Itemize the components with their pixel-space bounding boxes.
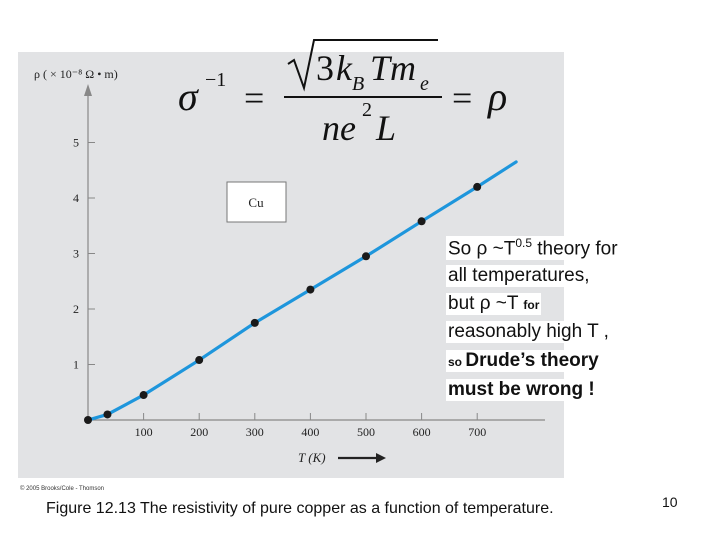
eq-num-m: m: [390, 48, 416, 88]
note-line-6: must be wrong !: [446, 379, 597, 401]
note-line-2: all temperatures,: [446, 265, 592, 287]
eq-num-T: T: [370, 48, 393, 88]
note-line-5: so Drude’s theory: [446, 350, 601, 372]
data-point-7: [417, 217, 426, 226]
legend-box: [226, 181, 287, 223]
series-line-cu: [86, 160, 518, 422]
page-number: 10: [662, 494, 678, 510]
x-tick-label-500: 500: [357, 425, 375, 439]
y-tick-label-2: 2: [73, 302, 79, 316]
data-point-1: [103, 410, 112, 419]
y-axis-arrow: [84, 84, 92, 96]
eq-num-k-sub: B: [352, 73, 364, 95]
eq-den-L: L: [375, 108, 396, 148]
data-point-0: [84, 416, 92, 424]
x-tick-label-300: 300: [246, 425, 264, 439]
eq-num-m-sub: e: [420, 73, 429, 95]
x-tick-label-400: 400: [301, 425, 319, 439]
note-line-3: but ρ ~T for: [446, 293, 542, 315]
note-3a: but ρ ~T: [448, 293, 524, 314]
note-1-sup: 0.5: [515, 236, 532, 250]
eq-equals-1: =: [244, 78, 264, 118]
x-tick-label-700: 700: [468, 425, 486, 439]
eq-sigma: σ: [178, 74, 199, 119]
eq-den-ne: ne: [322, 108, 356, 148]
y-tick-label-4: 4: [73, 191, 79, 205]
copyright-text: © 2005 Brooks/Cole - Thomson: [20, 486, 105, 492]
x-tick-label-100: 100: [135, 425, 153, 439]
note-5-bold: Drude’s theory: [465, 350, 599, 371]
data-point-4: [250, 318, 259, 327]
sqrt-sign: [287, 39, 438, 92]
data-point-3: [195, 356, 204, 365]
eq-rho: ρ: [486, 74, 507, 119]
drude-equation: σ −1 = 3 k B T m e ne 2 L = ρ: [178, 39, 507, 148]
note-line-4: reasonably high T ,: [446, 321, 611, 343]
note-1b: theory for: [532, 238, 618, 260]
note-1a: So ρ ~T: [448, 238, 516, 260]
data-point-8: [473, 182, 482, 191]
x-tick-label-600: 600: [413, 425, 431, 439]
data-point-6: [362, 252, 370, 261]
data-point-2: [139, 391, 148, 400]
y-axis-label: ρ ( × 10⁻⁸ Ω • m): [34, 67, 118, 81]
eq-den-exp: 2: [362, 99, 372, 121]
note-3-small: for: [523, 298, 540, 312]
eq-sigma-exp: −1: [205, 69, 226, 91]
y-tick-label-1: 1: [73, 358, 79, 372]
note-5-small: so: [448, 355, 466, 369]
y-tick-label-3: 3: [73, 247, 79, 261]
x-axis-label-arrow-head: [376, 453, 386, 463]
legend-label-cu: Cu: [248, 195, 264, 210]
x-tick-label-200: 200: [190, 425, 208, 439]
eq-num-k: k: [336, 48, 353, 88]
eq-equals-2: =: [452, 78, 472, 118]
eq-num-coeff: 3: [316, 48, 334, 88]
x-axis-label: T (K): [298, 450, 326, 465]
note-line-1: So ρ ~T0.5 theory for: [446, 236, 620, 261]
y-tick-label-5: 5: [73, 136, 79, 150]
figure-caption: Figure 12.13 The resistivity of pure cop…: [46, 500, 554, 517]
data-point-5: [306, 285, 315, 294]
